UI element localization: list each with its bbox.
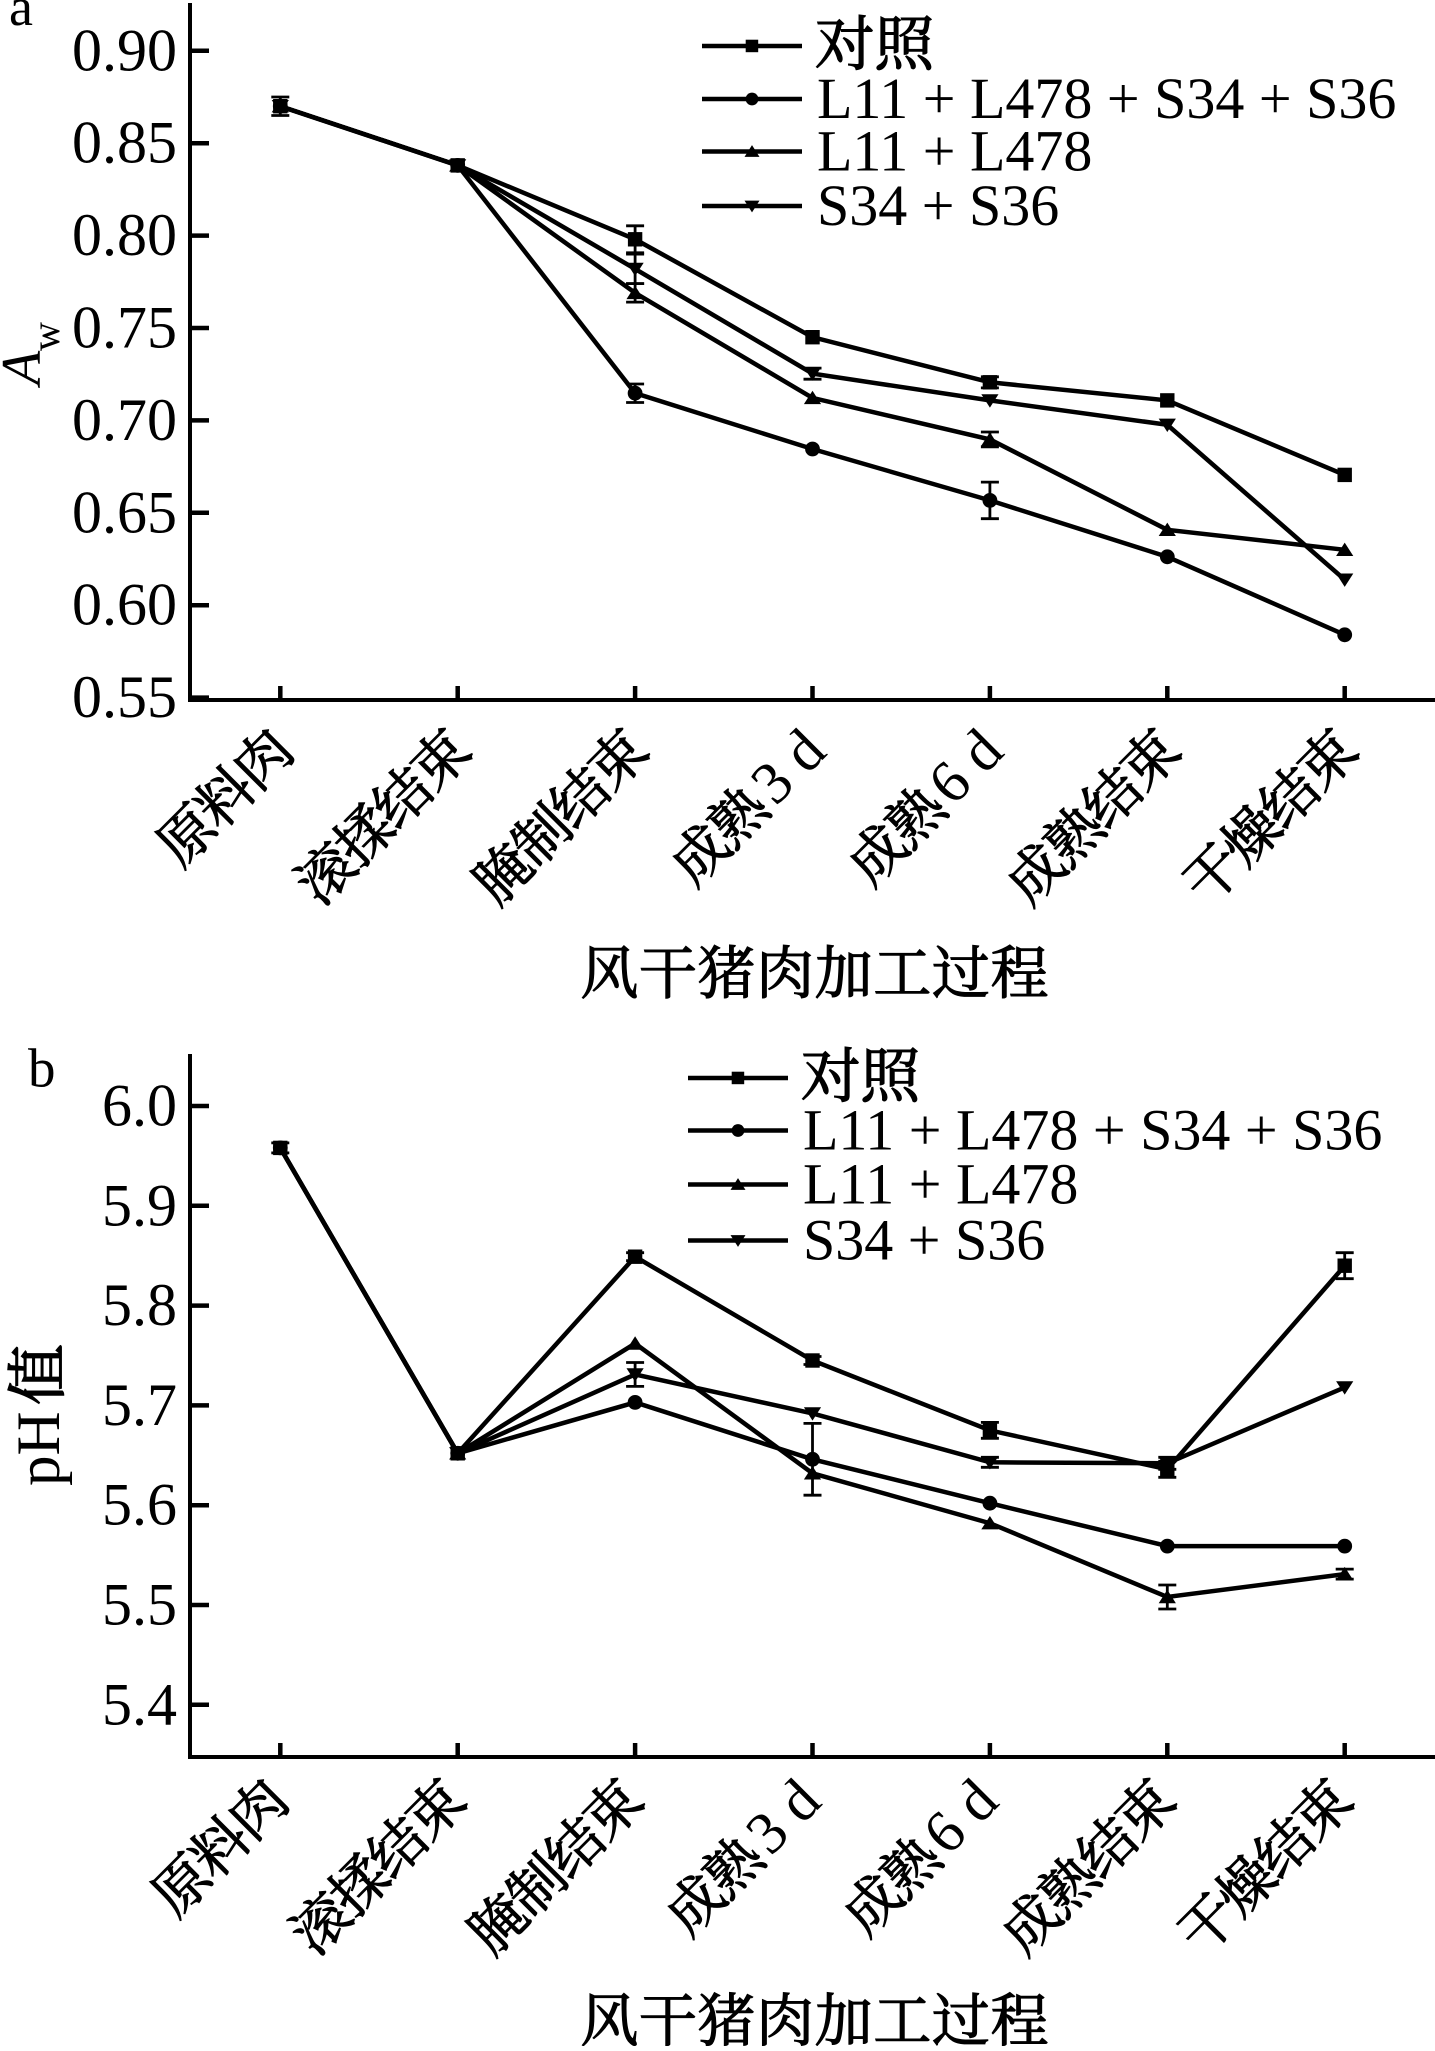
svg-text:0.85: 0.85	[72, 110, 177, 176]
svg-text:b: b	[28, 1038, 56, 1099]
svg-text:0.65: 0.65	[72, 479, 177, 545]
svg-text:L11 + L478: L11 + L478	[817, 119, 1092, 184]
svg-text:0.75: 0.75	[72, 295, 177, 361]
svg-text:6.0: 6.0	[102, 1073, 177, 1139]
svg-text:a: a	[9, 0, 33, 37]
svg-text:0.90: 0.90	[72, 17, 177, 83]
svg-text:0.80: 0.80	[72, 202, 177, 268]
svg-text:5.4: 5.4	[102, 1671, 177, 1737]
svg-text:5.5: 5.5	[102, 1572, 177, 1638]
svg-text:5.8: 5.8	[102, 1272, 177, 1338]
svg-text:0.60: 0.60	[72, 572, 177, 638]
svg-text:L11 + L478 + S34 + S36: L11 + L478 + S34 + S36	[803, 1098, 1382, 1163]
svg-text:L11 + L478 + S34 + S36: L11 + L478 + S34 + S36	[817, 66, 1396, 131]
svg-text:S34 + S36: S34 + S36	[803, 1208, 1045, 1273]
svg-text:5.6: 5.6	[102, 1472, 177, 1538]
svg-text:5.7: 5.7	[102, 1372, 177, 1438]
svg-text:pH: pH	[6, 1411, 73, 1486]
svg-text:L11 + L478: L11 + L478	[803, 1152, 1078, 1217]
svg-text:0.70: 0.70	[72, 387, 177, 453]
svg-text:S34 + S36: S34 + S36	[817, 173, 1059, 238]
svg-text:A: A	[0, 350, 53, 389]
svg-text:w: w	[23, 322, 68, 351]
svg-text:5.9: 5.9	[102, 1172, 177, 1238]
svg-text:0.55: 0.55	[72, 664, 177, 730]
